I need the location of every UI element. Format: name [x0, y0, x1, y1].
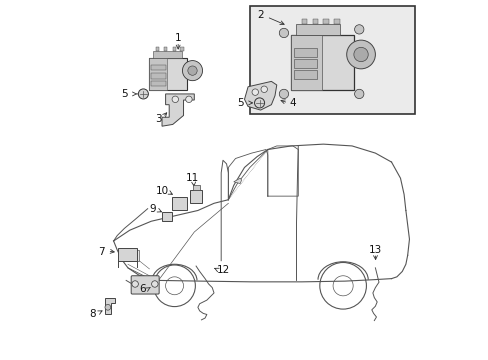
Circle shape [132, 281, 138, 287]
Circle shape [261, 86, 267, 93]
Bar [249, 6, 414, 114]
Text: 6: 6 [139, 284, 145, 294]
Circle shape [346, 40, 375, 69]
Bar [312, 19, 317, 24]
Bar [172, 47, 176, 51]
Text: 3: 3 [155, 114, 162, 124]
Text: 8: 8 [89, 310, 95, 319]
Bar [155, 47, 159, 51]
Circle shape [185, 96, 192, 103]
Bar [296, 24, 339, 35]
Circle shape [279, 28, 288, 38]
Bar [151, 73, 165, 79]
FancyBboxPatch shape [149, 58, 187, 90]
Polygon shape [244, 81, 276, 110]
Bar [290, 35, 321, 90]
Circle shape [172, 96, 178, 103]
Bar [193, 185, 199, 190]
Circle shape [251, 89, 258, 95]
Bar [180, 47, 183, 51]
Bar [293, 70, 316, 78]
Bar [323, 19, 328, 24]
Text: 4: 4 [289, 98, 296, 108]
FancyBboxPatch shape [290, 35, 353, 90]
Bar [172, 197, 187, 211]
Circle shape [354, 25, 363, 34]
Circle shape [151, 281, 158, 287]
Circle shape [279, 89, 288, 99]
Bar [293, 48, 316, 57]
Polygon shape [104, 298, 115, 314]
Bar [301, 19, 306, 24]
Circle shape [182, 60, 202, 81]
Bar [293, 59, 316, 68]
Bar [151, 81, 165, 86]
Bar [122, 250, 139, 261]
Bar [189, 190, 202, 203]
Text: 13: 13 [368, 245, 381, 255]
Text: 11: 11 [185, 173, 199, 183]
Text: 10: 10 [155, 186, 168, 196]
Circle shape [187, 66, 197, 75]
Circle shape [105, 305, 110, 310]
Bar [118, 248, 136, 261]
Text: 2: 2 [257, 10, 264, 20]
Circle shape [254, 98, 264, 108]
FancyBboxPatch shape [131, 276, 159, 294]
Text: 1: 1 [175, 33, 181, 43]
Bar [162, 212, 172, 221]
Text: 9: 9 [149, 204, 156, 214]
Bar [149, 58, 167, 90]
Text: 12: 12 [216, 265, 229, 275]
Bar [151, 64, 165, 70]
Bar [163, 47, 167, 51]
Polygon shape [233, 178, 241, 184]
Polygon shape [162, 94, 194, 126]
Circle shape [354, 89, 363, 99]
Text: 7: 7 [98, 247, 104, 257]
Text: 5: 5 [237, 98, 244, 108]
Text: 5: 5 [121, 89, 127, 99]
Circle shape [353, 47, 367, 62]
Circle shape [138, 89, 148, 99]
Bar [153, 51, 182, 58]
Bar [333, 19, 339, 24]
